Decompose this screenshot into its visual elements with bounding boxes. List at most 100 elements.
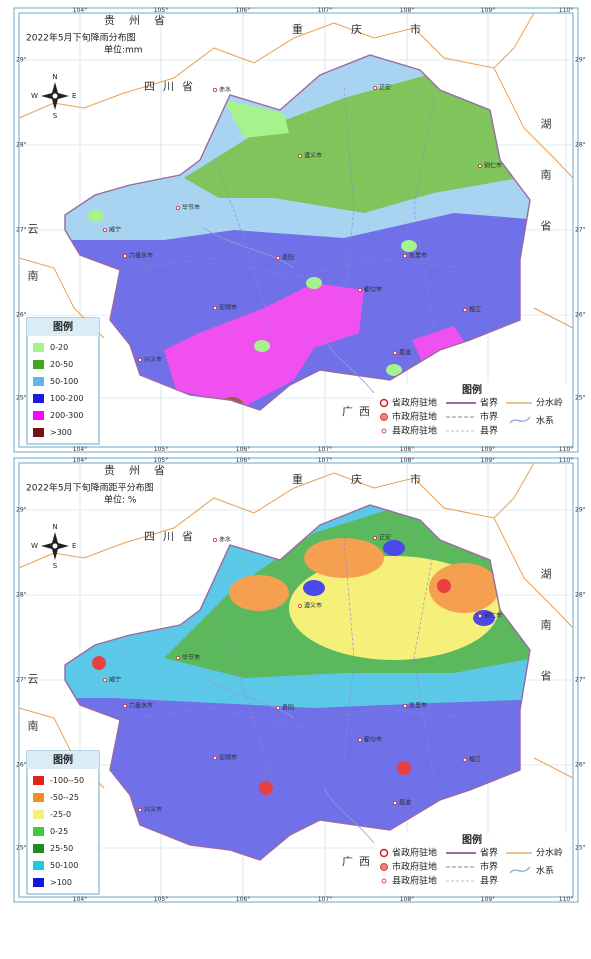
anomaly-zone xyxy=(437,579,451,593)
neighbor-label: 重庆市 xyxy=(292,22,469,36)
legend-title-bg xyxy=(27,751,99,769)
legend-label: 0-25 xyxy=(50,827,68,836)
city-label: 凯里市 xyxy=(409,702,427,710)
anomaly-zone xyxy=(397,761,411,775)
symbol-point-label: 市政府驻地 xyxy=(392,411,437,423)
city-label: 正安 xyxy=(379,84,391,92)
lon-tick-label: 109° xyxy=(481,7,495,14)
symbol-point xyxy=(381,428,387,434)
legend-label: 50-100 xyxy=(50,377,78,386)
symbol-point xyxy=(380,863,388,871)
legend-swatch xyxy=(33,428,44,437)
neighbor-boundary xyxy=(18,12,574,339)
symbol-water xyxy=(509,866,531,874)
neighbor-label: 广西 xyxy=(342,405,376,418)
compass: N S E W xyxy=(31,523,76,570)
legend-swatch xyxy=(33,343,44,352)
city-marker xyxy=(357,737,362,742)
lat-tick-label: 25° xyxy=(16,395,27,402)
city-marker xyxy=(212,88,217,93)
city-marker xyxy=(212,305,217,310)
symbol-point xyxy=(381,878,387,884)
lon-tick-label: 108° xyxy=(400,7,414,14)
city-marker xyxy=(357,287,362,292)
neighbor-boundary xyxy=(18,462,574,789)
lat-tick-label: 26° xyxy=(16,762,27,769)
legend-label: 200-300 xyxy=(50,411,83,420)
compass-label: W xyxy=(31,92,38,100)
city-marker xyxy=(402,253,407,258)
province-boundary xyxy=(64,504,531,861)
symbol-legend-title: 图例 xyxy=(462,833,482,846)
symbol-line-label: 市界 xyxy=(480,861,498,873)
lat-tick-label: 26° xyxy=(575,762,586,769)
symbol-point-label: 省政府驻地 xyxy=(392,397,437,409)
city-marker xyxy=(275,255,280,260)
symbol-point xyxy=(380,413,388,421)
anomaly-zone xyxy=(229,575,289,611)
legend-title: 图例 xyxy=(53,753,73,766)
compass-label: W xyxy=(31,542,38,550)
lon-tick-label: 106° xyxy=(236,457,250,464)
lon-tick-label: 106° xyxy=(236,896,250,903)
map-title: 2022年5月下旬降雨分布图 xyxy=(26,32,136,44)
symbol-point-label: 省政府驻地 xyxy=(392,847,437,859)
lon-tick-label: 104° xyxy=(73,446,87,453)
city-marker xyxy=(462,757,467,762)
map-title: 2022年5月下旬降雨距平分布图 xyxy=(26,482,154,494)
city-label: 贵阳 xyxy=(282,704,294,712)
legend-swatch xyxy=(33,878,44,887)
neighbor-label: 云南 xyxy=(26,223,39,317)
lat-tick-label: 28° xyxy=(575,592,586,599)
city-label: 贵阳 xyxy=(282,254,294,262)
lon-tick-label: 106° xyxy=(236,446,250,453)
city-marker xyxy=(392,800,397,805)
lat-tick-label: 25° xyxy=(575,395,586,402)
rain-zone xyxy=(184,73,519,213)
city-marker xyxy=(297,153,302,158)
symbol-legend-box xyxy=(374,383,570,445)
city-marker xyxy=(477,163,482,168)
city-marker xyxy=(297,603,302,608)
river xyxy=(203,227,375,394)
city-label: 赤水 xyxy=(219,86,231,94)
legend-swatch xyxy=(33,776,44,785)
symbol-legend-box xyxy=(374,833,570,895)
city-label: 遵义市 xyxy=(304,152,322,160)
city-marker xyxy=(175,205,180,210)
legend-swatch xyxy=(33,793,44,802)
symbol-line-label: 省界 xyxy=(480,847,498,859)
lat-tick-label: 26° xyxy=(575,312,586,319)
city-marker xyxy=(462,307,467,312)
neighbor-label: 四川省 xyxy=(144,530,201,543)
legend-swatch xyxy=(33,810,44,819)
lon-tick-label: 104° xyxy=(73,7,87,14)
lon-tick-label: 107° xyxy=(318,446,332,453)
lat-tick-label: 27° xyxy=(575,677,586,684)
city-label: 遵义市 xyxy=(304,602,322,610)
rain-zone xyxy=(224,100,289,138)
compass-center xyxy=(51,542,59,550)
city-marker xyxy=(138,807,143,812)
compass-label: S xyxy=(53,112,58,120)
city-label: 兴义市 xyxy=(144,806,162,814)
city-label: 都匀市 xyxy=(364,736,382,744)
city-label: 正安 xyxy=(379,534,391,542)
city-label: 兴义市 xyxy=(144,356,162,364)
legend-swatch xyxy=(33,411,44,420)
city-marker xyxy=(103,227,108,232)
symbol-water-label: 水系 xyxy=(536,415,554,427)
neighbor-label: 贵州省 xyxy=(104,464,179,477)
compass-label: N xyxy=(52,73,57,81)
lat-tick-label: 27° xyxy=(16,227,27,234)
compass-label: S xyxy=(53,562,58,570)
city-label: 安顺市 xyxy=(219,304,237,312)
lon-tick-label: 104° xyxy=(73,457,87,464)
city-marker xyxy=(477,613,482,618)
rain-zone xyxy=(88,210,104,222)
symbol-legend-title: 图例 xyxy=(462,383,482,396)
lon-tick-label: 108° xyxy=(400,896,414,903)
city-marker xyxy=(175,655,180,660)
